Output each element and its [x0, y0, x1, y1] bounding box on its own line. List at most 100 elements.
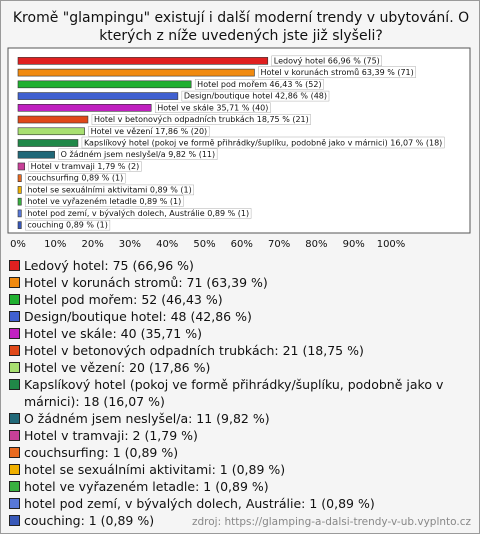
data-label: Kapslíkový hotel (pokoj ve formě přihrád… — [84, 138, 442, 148]
legend-label: hotel se sexuálními aktivitami: 1 (0,89 … — [24, 462, 286, 477]
data-label-group: hotel pod zemí, v bývalých dolech, Austr… — [25, 208, 252, 219]
data-label: couching 0,89 % (1) — [27, 221, 108, 230]
data-label-bg — [258, 66, 416, 78]
bar — [17, 162, 25, 171]
data-label-bg — [154, 102, 271, 114]
bar — [17, 115, 89, 124]
legend-item: hotel ve vyřazeném letadle: 1 (0,89 %) — [9, 478, 473, 495]
legend-swatch — [9, 311, 20, 322]
data-label-group: Ledový hotel 66,96 % (75) — [271, 55, 382, 67]
legend-item: Ledový hotel: 75 (66,96 %) — [9, 257, 473, 274]
x-tick-label: 100% — [377, 239, 406, 250]
chart-title: Kromě "glampingu" existují i další moder… — [12, 10, 470, 44]
source: zdroj: https://glamping-a-dalsi-trendy-v… — [191, 516, 471, 528]
legend-item: Hotel ve skále: 40 (35,71 %) — [9, 325, 473, 342]
data-label-group: hotel ve vyřazeném letadle 0,89 % (1) — [25, 195, 184, 207]
data-label-group: O žádném jsem neslyšel/a 9,82 % (11) — [58, 148, 218, 160]
legend-swatch — [9, 413, 20, 424]
legend-swatch — [9, 294, 20, 305]
legend-swatch — [9, 481, 20, 492]
data-label: Hotel v korunách stromů 63,39 % (71) — [260, 67, 413, 77]
bar — [17, 186, 22, 194]
data-label: Design/boutique hotel 42,86 % (48) — [184, 92, 327, 101]
legend-item: hotel pod zemí, v bývalých dolech, Austr… — [9, 495, 473, 512]
data-label: O žádném jsem neslyšel/a 9,82 % (11) — [61, 149, 216, 159]
legend-swatch — [9, 464, 20, 475]
legend-item: Kapslíkový hotel (pokoj ve formě přihrád… — [9, 376, 473, 410]
legend: Ledový hotel: 75 (66,96 %) Hotel v koruná… — [9, 257, 473, 529]
data-label-bg — [271, 55, 382, 67]
x-tick-label: 30% — [119, 239, 141, 250]
legend-swatch — [9, 515, 20, 526]
data-label: hotel se sexuálními aktivitami 0,89 % (1… — [27, 185, 191, 194]
legend-swatch — [9, 498, 20, 509]
bar — [17, 127, 85, 136]
data-label-bg — [194, 79, 324, 90]
data-label-bg — [88, 126, 210, 137]
legend-swatch — [9, 345, 20, 356]
legend-label: Ledový hotel: 75 (66,96 %) — [24, 258, 194, 273]
data-label-group: couching 0,89 % (1) — [25, 219, 111, 231]
x-tick-label: 40% — [156, 239, 178, 250]
x-tick-label: 10% — [44, 239, 66, 250]
bar — [17, 57, 269, 65]
bar — [17, 139, 79, 147]
bar — [17, 92, 179, 100]
data-label-group: Hotel v betonových odpadních trubkách 18… — [91, 114, 311, 125]
data-label: couchsurfing 0,89 % (1) — [27, 174, 123, 183]
legend-item: hotel se sexuálními aktivitami: 1 (0,89 … — [9, 461, 473, 478]
legend-label: Hotel v betonových odpadních trubkách: 2… — [24, 343, 364, 358]
data-label: hotel pod zemí, v bývalých dolech, Austr… — [27, 209, 249, 218]
legend-label: Hotel v korunách stromů: 71 (63,39 %) — [24, 275, 268, 290]
bar — [17, 104, 152, 112]
data-label-group: Hotel v tramvaji 1,79 % (2) — [28, 161, 142, 172]
data-label-group: Hotel ve skále 35,71 % (40) — [154, 102, 271, 114]
legend-label: couchsurfing: 1 (0,89 %) — [24, 445, 179, 460]
data-label-group: Design/boutique hotel 42,86 % (48) — [181, 90, 330, 102]
legend-item: Hotel v korunách stromů: 71 (63,39 %) — [9, 274, 473, 291]
data-label-bg — [81, 136, 445, 149]
x-tick-label: 80% — [305, 239, 327, 250]
legend-label: Hotel pod mořem: 52 (46,43 %) — [24, 292, 223, 307]
legend-swatch — [9, 260, 20, 271]
chart: 0% 10% 20% 30% 40% 50% 60% 70% 80% 90% 100% Ledový … — [7, 47, 471, 250]
x-tick-label: 60% — [231, 239, 253, 250]
legend-label: Hotel v tramvaji: 2 (1,79 %) — [24, 428, 198, 443]
legend-item: O žádném jsem neslyšel/a: 11 (9,82 %) — [9, 410, 473, 427]
legend-swatch — [9, 430, 20, 441]
data-label-group: Hotel ve vězení 17,86 % (20) — [88, 126, 210, 137]
legend-item: Hotel pod mořem: 52 (46,43 %) — [9, 291, 473, 308]
bar — [17, 80, 192, 89]
data-label-group: Kapslíkový hotel (pokoj ve formě přihrád… — [81, 136, 445, 149]
legend-label: Design/boutique hotel: 48 (42,86 %) — [24, 309, 252, 324]
legend-item: Hotel ve vězení: 20 (17,86 %) — [9, 359, 473, 376]
data-label-group: couchsurfing 0,89 % (1) — [25, 172, 126, 184]
legend-swatch — [9, 277, 20, 288]
x-tick-label: 70% — [268, 239, 290, 250]
data-label: Hotel v betonových odpadních trubkách 18… — [94, 115, 309, 124]
legend-label: hotel ve vyřazeném letadle: 1 (0,89 %) — [24, 479, 269, 494]
data-label: Hotel ve skále 35,71 % (40) — [157, 103, 268, 112]
data-label-bg — [58, 148, 218, 160]
data-label-bg — [25, 208, 252, 219]
x-tick-label: 0% — [10, 239, 26, 250]
data-label: Hotel v tramvaji 1,79 % (2) — [31, 162, 140, 171]
data-label-bg — [25, 219, 111, 231]
legend-item: Hotel v tramvaji: 2 (1,79 %) — [9, 427, 473, 444]
bar — [17, 68, 255, 77]
legend-label: Hotel ve vězení: 20 (17,86 %) — [24, 360, 211, 375]
bar — [17, 209, 22, 218]
x-tick-label: 20% — [81, 239, 103, 250]
data-label-bg — [181, 90, 330, 102]
x-tick-label: 50% — [193, 239, 215, 250]
legend-item: Hotel v betonových odpadních trubkách: 2… — [9, 342, 473, 359]
bar — [17, 150, 55, 159]
bar — [17, 221, 22, 229]
data-label: Hotel ve vězení 17,86 % (20) — [91, 127, 208, 136]
legend-swatch — [9, 447, 20, 458]
data-label: Hotel pod mořem 46,43 % (52) — [197, 80, 321, 89]
legend-swatch — [9, 379, 20, 390]
legend-item: couchsurfing: 1 (0,89 %) — [9, 444, 473, 461]
legend-label: O žádném jsem neslyšel/a: 11 (9,82 %) — [24, 411, 270, 426]
bar — [17, 197, 22, 206]
